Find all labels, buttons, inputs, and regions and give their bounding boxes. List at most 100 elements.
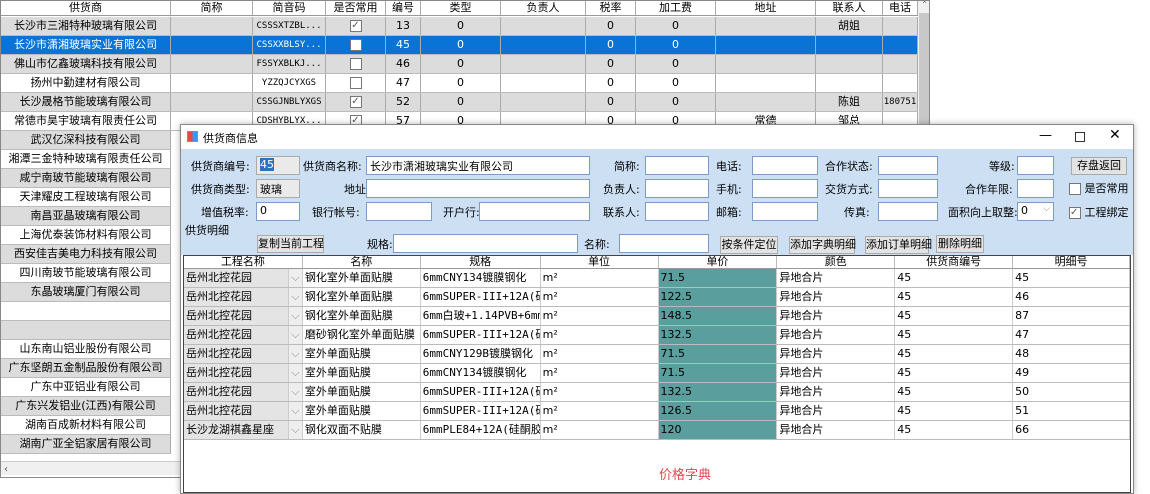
checkbox-checked-icon[interactable]: ✓ bbox=[349, 96, 362, 108]
grid-row[interactable]: 岳州北控花园 ⌵ 室外单面贴膜 6mmCNY129B镀膜钢化 m² 71.5 异地合片 45 4… bbox=[184, 345, 1130, 364]
coop-status-field[interactable] bbox=[878, 156, 938, 175]
table-row[interactable]: 扬州中勤建材有限公司 YZZQJCYXGS 47 0 0 0 bbox=[1, 74, 918, 93]
maximize-icon[interactable] bbox=[1075, 132, 1085, 142]
supplier-name-field[interactable]: 长沙市潇湘玻璃实业有限公司 bbox=[366, 156, 590, 175]
grid-cell[interactable]: 120 bbox=[658, 421, 778, 439]
common-checkbox[interactable]: 是否常用 bbox=[1069, 180, 1129, 196]
table-row[interactable]: 广东兴发铝业(江西)有限公司 bbox=[1, 397, 171, 416]
bank-field[interactable] bbox=[479, 202, 590, 221]
level-field[interactable] bbox=[1017, 156, 1054, 175]
table-row[interactable]: 佛山市亿鑫玻璃科技有限公司 FSSYXBLKJ... 46 0 0 0 bbox=[1, 55, 918, 74]
table-row[interactable]: 湘潭三金特种玻璃有限责任公司 bbox=[1, 150, 171, 169]
table-row[interactable]: 四川南玻节能玻璃有限公司 bbox=[1, 264, 171, 283]
chevron-down-icon[interactable]: ⌵ bbox=[287, 364, 302, 382]
table-row[interactable]: 天津耀皮工程玻璃有限公司 bbox=[1, 188, 171, 207]
grid-row[interactable]: 岳州北控花园 ⌵室外单面贴膜6mmSUPER-III+12A(硅...m²126.… bbox=[184, 402, 1130, 421]
save-return-button[interactable]: 存盘返回 bbox=[1071, 157, 1127, 175]
address-field[interactable] bbox=[366, 179, 590, 198]
column-header[interactable]: 税率 bbox=[586, 1, 636, 15]
column-header[interactable]: 供货商编号 bbox=[895, 256, 1014, 268]
checkbox-icon[interactable] bbox=[349, 39, 362, 51]
grid-row[interactable]: 岳州北控花园 ⌵ 室外单面贴膜 6mmCNY134镀膜钢化 m² 71.5 异地合片 45 49 bbox=[184, 364, 1130, 383]
grid-cell[interactable]: 71.5 bbox=[658, 364, 778, 382]
project-combo[interactable]: 岳州北控花园 ⌵ bbox=[184, 269, 303, 287]
grid-row[interactable]: 岳州北控花园 ⌵ 钢化室外单面贴膜 6mmCNY134镀膜钢化 m² 71.5 异地合片 45… bbox=[184, 269, 1130, 288]
detail-grid[interactable]: 工程名称 名称 规格 单位 单价 颜色 供货商编号 明细号 岳州北控花园 ⌵ 钢化室外单面贴膜 6m… bbox=[183, 255, 1131, 493]
email-field[interactable] bbox=[752, 202, 818, 221]
scroll-up-icon[interactable]: ˄ bbox=[922, 1, 927, 11]
checkbox-icon[interactable] bbox=[349, 58, 362, 70]
column-header[interactable]: 简音码 bbox=[253, 1, 326, 15]
table-row[interactable]: 湖南百成新材料有限公司 bbox=[1, 416, 171, 435]
table-row[interactable]: 西安佳吉美电力科技有限公司 bbox=[1, 245, 171, 264]
mobile-field[interactable] bbox=[752, 179, 818, 198]
add-order-detail-button[interactable]: 添加订单明细 bbox=[865, 236, 932, 254]
column-header[interactable]: 负责人 bbox=[501, 1, 586, 15]
table-row[interactable] bbox=[1, 321, 171, 340]
chevron-down-icon[interactable]: ⌵ bbox=[287, 402, 302, 420]
chevron-down-icon[interactable]: ⌵ bbox=[287, 421, 302, 439]
table-row[interactable]: 上海优泰装饰材料有限公司 bbox=[1, 226, 171, 245]
project-combo[interactable]: 岳州北控花园 ⌵ bbox=[184, 383, 303, 401]
delivery-field[interactable] bbox=[878, 179, 938, 198]
grid-cell[interactable]: 132.5 bbox=[658, 326, 778, 344]
bind-checkbox[interactable]: ✓ 工程绑定 bbox=[1069, 204, 1129, 220]
chevron-down-icon[interactable]: ⌵ bbox=[287, 383, 302, 401]
abbr-field[interactable] bbox=[645, 156, 709, 175]
grid-row[interactable]: 长沙龙湖祺鑫星座 ⌵钢化双面不贴膜6mmPLE84+12A(硅酮胶...m²120… bbox=[184, 421, 1130, 440]
table-row[interactable]: 咸宁南玻节能玻璃有限公司 bbox=[1, 169, 171, 188]
checkbox-icon[interactable] bbox=[349, 77, 362, 89]
table-row[interactable]: 湖南广亚全铝家居有限公司 bbox=[1, 435, 171, 454]
supplier-no-field[interactable]: 45 bbox=[260, 158, 274, 171]
column-header[interactable]: 联系人 bbox=[816, 1, 883, 15]
vat-field[interactable]: 0 bbox=[256, 202, 300, 221]
table-row[interactable] bbox=[1, 302, 171, 321]
project-combo[interactable]: 岳州北控花园 ⌵ bbox=[184, 307, 303, 325]
table-row[interactable]: 南昌亚晶玻璃有限公司 bbox=[1, 207, 171, 226]
table-row[interactable]: 长沙市潇湘玻璃实业有限公司 CSSXXBLSY... 45 0 0 0 bbox=[1, 36, 918, 55]
table-row[interactable]: 长沙晟格节能玻璃有限公司 CSSGJNBLYXGS ✓ 52 0 0 0 陈姐 180751 bbox=[1, 93, 918, 112]
grid-cell[interactable]: 132.5 bbox=[658, 383, 778, 401]
scroll-left-icon[interactable]: ‹ bbox=[4, 464, 8, 475]
round-select[interactable]: 0 ⌵ bbox=[1017, 202, 1054, 221]
fax-field[interactable] bbox=[878, 202, 938, 221]
column-header[interactable]: 单价 bbox=[659, 256, 778, 268]
table-row[interactable]: 长沙市三湘特种玻璃有限公司 CSSSXTZBL... ✓ 13 0 0 0 胡姐 bbox=[1, 17, 918, 36]
column-header[interactable]: 单位 bbox=[541, 256, 659, 268]
project-combo[interactable]: 岳州北控花园 ⌵ bbox=[184, 402, 303, 420]
column-header[interactable]: 类型 bbox=[421, 1, 501, 15]
table-row[interactable]: 山东南山铝业股份有限公司 bbox=[1, 340, 171, 359]
project-combo[interactable]: 岳州北控花园 ⌵ bbox=[184, 288, 303, 306]
column-header[interactable]: 简称 bbox=[171, 1, 253, 15]
owner-field[interactable] bbox=[645, 179, 709, 198]
table-row[interactable]: 东晶玻璃厦门有限公司 bbox=[1, 283, 171, 302]
grid-cell[interactable]: 71.5 bbox=[658, 269, 778, 287]
column-header[interactable]: 地址 bbox=[716, 1, 816, 15]
column-header[interactable]: 供货商 bbox=[1, 1, 171, 15]
minimize-icon[interactable]: — bbox=[1039, 128, 1052, 143]
table-row[interactable]: 武汉亿深科技有限公司 bbox=[1, 131, 171, 150]
chevron-down-icon[interactable]: ⌵ bbox=[287, 345, 302, 363]
column-header[interactable]: 编号 bbox=[386, 1, 421, 15]
column-header[interactable]: 是否常用 bbox=[326, 1, 386, 15]
project-combo[interactable]: 岳州北控花园 ⌵ bbox=[184, 345, 303, 363]
close-icon[interactable]: ✕ bbox=[1109, 127, 1121, 143]
contact-field[interactable] bbox=[645, 202, 709, 221]
table-row[interactable]: 广东中亚铝业有限公司 bbox=[1, 378, 171, 397]
grid-row[interactable]: 岳州北控花园 ⌵磨砂钢化室外单面贴膜6mmSUPER-III+12A(硅...m²… bbox=[184, 326, 1130, 345]
chevron-down-icon[interactable]: ⌵ bbox=[287, 307, 302, 325]
chevron-down-icon[interactable]: ⌵ bbox=[287, 326, 302, 344]
grid-row[interactable]: 岳州北控花园 ⌵室外单面贴膜6mmSUPER-III+12A(硅...m²132.… bbox=[184, 383, 1130, 402]
add-dict-detail-button[interactable]: 添加字典明细 bbox=[789, 236, 856, 254]
grid-row[interactable]: 岳州北控花园 ⌵钢化室外单面贴膜6mmSUPER-III+12A(硅...m²12… bbox=[184, 288, 1130, 307]
grid-cell[interactable]: 71.5 bbox=[658, 345, 778, 363]
project-combo[interactable]: 岳州北控花园 ⌵ bbox=[184, 326, 303, 344]
horizontal-scrollbar[interactable]: ‹ bbox=[1, 461, 181, 475]
column-header[interactable]: 规格 bbox=[421, 256, 541, 268]
delete-detail-button[interactable]: 删除明细 bbox=[936, 235, 984, 253]
table-row[interactable]: 广东坚朗五金制品股份有限公司 bbox=[1, 359, 171, 378]
checkbox-checked-icon[interactable]: ✓ bbox=[349, 20, 362, 32]
grid-row[interactable]: 岳州北控花园 ⌵钢化室外单面贴膜6mm白玻+1.14PVB+6mm...m²148… bbox=[184, 307, 1130, 326]
column-header[interactable]: 加工费 bbox=[636, 1, 716, 15]
column-header[interactable]: 颜色 bbox=[777, 256, 896, 268]
